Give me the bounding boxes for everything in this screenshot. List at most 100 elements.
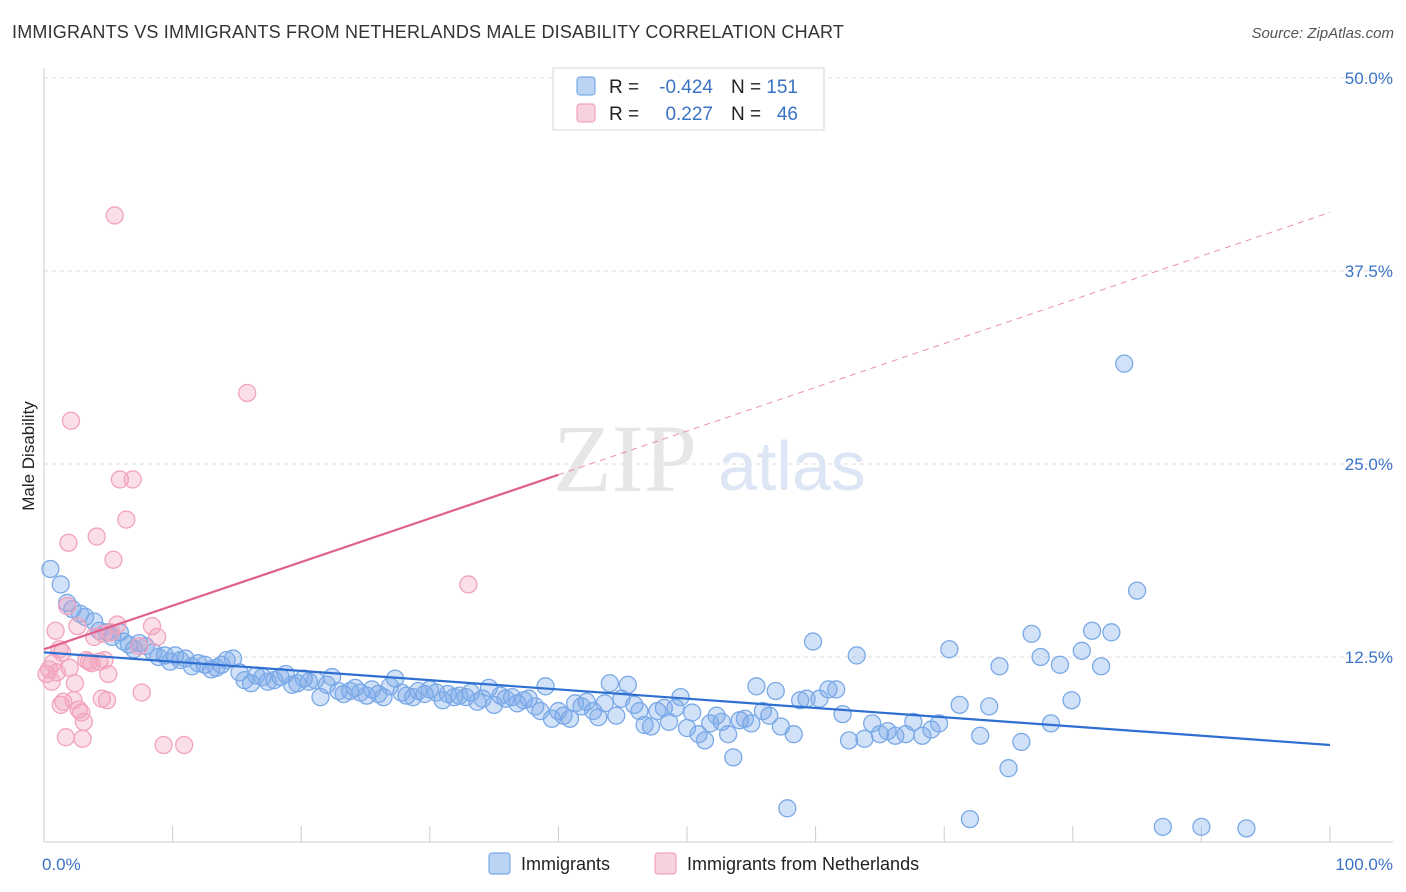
series-0-point-133 [833, 704, 852, 724]
series-0-point-1 [51, 575, 70, 594]
series-1-point-13 [60, 658, 79, 677]
series-1-point-2 [42, 672, 61, 691]
series-1-point-31 [97, 691, 117, 710]
series-0-point-165 [1153, 817, 1172, 836]
y-tick-label-0: 12.5% [1345, 648, 1393, 667]
series-0-point-73 [473, 689, 492, 708]
series-0-point-167 [1237, 819, 1256, 838]
stats-legend-n-value-0: 151 [766, 77, 798, 98]
series-0-point-43 [299, 672, 319, 691]
series-0-point-76 [491, 686, 510, 705]
series-0-point-150 [980, 697, 999, 716]
trend-lines [43, 211, 1331, 747]
series-0-point-162 [1102, 623, 1121, 642]
series-0-point-166 [1192, 817, 1211, 836]
series-0-point-75 [484, 695, 504, 715]
stats-legend-n-value-1: 46 [777, 104, 798, 125]
stats-legend-r-label-0: R = [609, 77, 639, 98]
series-0-point-131 [819, 680, 838, 699]
series-0-point-6 [85, 612, 104, 631]
series-0-point-98 [618, 675, 637, 694]
stats-legend-swatch-1 [576, 103, 596, 123]
stats-legend-n-label-1: N = [731, 104, 761, 125]
series-0-point-143 [913, 726, 932, 745]
series-1-point-45 [175, 735, 194, 755]
series-1-point-12 [59, 533, 78, 552]
series-0-point-164 [1127, 581, 1147, 600]
series-0-point-161 [1091, 657, 1111, 676]
series-1-point-20 [73, 729, 92, 748]
series-0-points [41, 354, 1256, 838]
stats-legend-box [552, 67, 825, 131]
series-0-point-135 [847, 646, 866, 665]
series-0-point-132 [827, 680, 846, 699]
stats-legend-r-value-1: 0.227 [665, 104, 713, 125]
series-0-point-106 [666, 698, 685, 718]
series-0-point-77 [496, 689, 515, 708]
series-1-point-39 [123, 470, 142, 489]
series-0-point-115 [719, 725, 738, 744]
series-1-point-47 [459, 575, 478, 594]
series-0-point-91 [577, 692, 596, 711]
series-1-point-40 [130, 637, 149, 656]
series-0-point-96 [607, 706, 626, 725]
watermark: ZIP atlas [553, 405, 866, 512]
series-0-point-163 [1115, 354, 1134, 373]
series-0-point-125 [778, 799, 797, 818]
y-tick-label-1: 25.0% [1345, 455, 1393, 474]
series-0-trend-line [43, 651, 1331, 747]
series-legend: Immigrants Immigrants from Netherlands [488, 852, 919, 875]
series-0-point-123 [766, 681, 785, 701]
series-0-point-151 [990, 657, 1009, 676]
series-0-point-102 [641, 717, 661, 736]
source-label: Source: ZipAtlas.com [1251, 25, 1394, 42]
series-0-point-134 [839, 731, 859, 750]
series-1-trend-line [43, 473, 559, 651]
series-1-point-14 [61, 411, 81, 430]
series-0-point-60 [397, 686, 416, 705]
series-0-point-145 [929, 714, 949, 733]
series-0-point-127 [791, 691, 810, 710]
series-1-point-42 [142, 616, 162, 636]
series-0-point-116 [724, 748, 743, 767]
series-1-point-16 [65, 674, 85, 693]
series-1-point-10 [56, 728, 76, 747]
series-0-point-95 [600, 674, 619, 693]
stats-legend: R = -0.424 N = 151 R = 0.227 N = 46 [552, 67, 825, 131]
series-0-point-149 [971, 726, 990, 745]
series-1-point-21 [74, 712, 94, 731]
series-1-point-43 [148, 627, 167, 647]
series-1-point-37 [110, 470, 130, 489]
x-tick-label-0: 0.0% [42, 855, 81, 874]
series-0-point-146 [940, 640, 959, 659]
y-tick-label-2: 37.5% [1345, 262, 1393, 281]
series-0-point-129 [803, 632, 823, 651]
series-0-point-100 [630, 701, 649, 721]
series-1-point-44 [154, 735, 173, 755]
series-0-point-154 [1022, 624, 1041, 643]
series-legend-swatch-1 [654, 852, 677, 875]
stats-legend-swatch-0 [576, 76, 596, 96]
series-0-point-122 [760, 706, 779, 725]
series-0-point-159 [1072, 641, 1091, 660]
series-0-point-56 [374, 687, 393, 707]
series-1-point-17 [68, 616, 87, 636]
series-0-point-120 [747, 677, 766, 696]
series-0-point-126 [784, 725, 803, 744]
series-0-point-142 [904, 712, 923, 731]
series-legend-label-0: Immigrants [521, 854, 610, 874]
series-0-point-158 [1062, 691, 1081, 710]
series-0-point-148 [960, 809, 980, 829]
series-0-point-136 [855, 729, 874, 748]
series-0-point-0 [41, 559, 60, 579]
series-0-point-109 [682, 703, 702, 722]
series-legend-swatch-0 [488, 852, 511, 875]
series-1-point-32 [99, 664, 118, 684]
series-1-points [37, 206, 478, 755]
series-1-point-4 [46, 621, 65, 640]
series-0-point-111 [695, 731, 715, 750]
series-legend-label-1: Immigrants from Netherlands [687, 854, 919, 874]
series-1-point-41 [132, 683, 151, 702]
series-0-point-101 [635, 715, 654, 735]
